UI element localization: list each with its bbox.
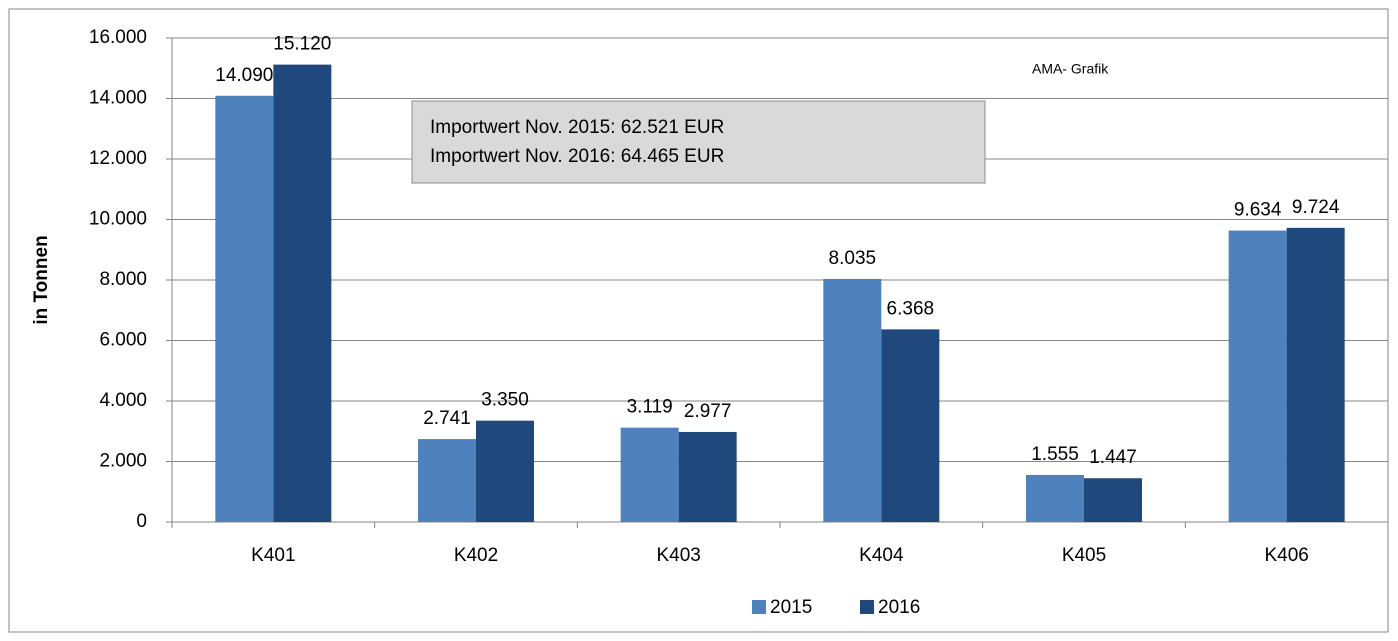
bar — [215, 95, 274, 522]
y-tick-label: 14.000 — [89, 88, 147, 109]
bar — [1228, 230, 1287, 522]
annotation: AMA- Grafik — [1032, 61, 1109, 77]
legend-label: 2016 — [878, 597, 920, 618]
y-tick-label: 16.000 — [89, 27, 147, 48]
x-tick-label: K406 — [1264, 545, 1308, 566]
annotation: Importwert Nov. 2015: 62.521 EUR — [430, 117, 724, 138]
bar — [678, 431, 737, 522]
annotation: Importwert Nov. 2016: 64.465 EUR — [430, 146, 724, 167]
y-tick-label: 6.000 — [99, 330, 147, 351]
data-label: 8.035 — [829, 248, 877, 269]
x-tick-label: K401 — [251, 545, 295, 566]
y-tick-label: 2.000 — [99, 451, 147, 472]
data-label: 1.447 — [1089, 447, 1137, 468]
x-tick-label: K404 — [859, 545, 904, 566]
y-tick-label: 12.000 — [89, 148, 147, 169]
legend-label: 2015 — [770, 597, 812, 618]
x-tick-label: K403 — [656, 545, 700, 566]
data-label: 2.977 — [684, 401, 732, 422]
data-label: 6.368 — [887, 298, 935, 319]
bar — [1286, 227, 1345, 522]
x-tick-label: K402 — [454, 545, 498, 566]
data-label: 15.120 — [273, 34, 331, 55]
data-label: 2.741 — [423, 408, 471, 429]
bar — [1026, 474, 1084, 522]
bar — [823, 278, 882, 522]
annotation-box — [411, 100, 986, 184]
data-label: 3.350 — [481, 390, 529, 411]
data-label: 3.119 — [627, 397, 673, 418]
bar — [476, 420, 534, 522]
data-label: 14.090 — [215, 65, 273, 86]
x-tick-label: K405 — [1062, 545, 1106, 566]
y-tick-label: 0 — [136, 511, 147, 532]
bar — [881, 329, 940, 522]
y-tick-label: 10.000 — [89, 209, 147, 230]
data-label: 1.555 — [1031, 444, 1079, 465]
bar — [1084, 478, 1142, 522]
bar — [620, 427, 679, 522]
data-label: 9.724 — [1292, 197, 1340, 218]
bar — [273, 64, 332, 523]
bar — [418, 439, 476, 522]
y-tick-label: 8.000 — [99, 269, 147, 290]
y-axis-label: in Tonnen — [31, 235, 52, 324]
legend-swatch — [860, 600, 874, 614]
legend-swatch — [752, 600, 766, 614]
y-tick-label: 4.000 — [99, 390, 147, 411]
data-label: 9.634 — [1234, 200, 1282, 221]
